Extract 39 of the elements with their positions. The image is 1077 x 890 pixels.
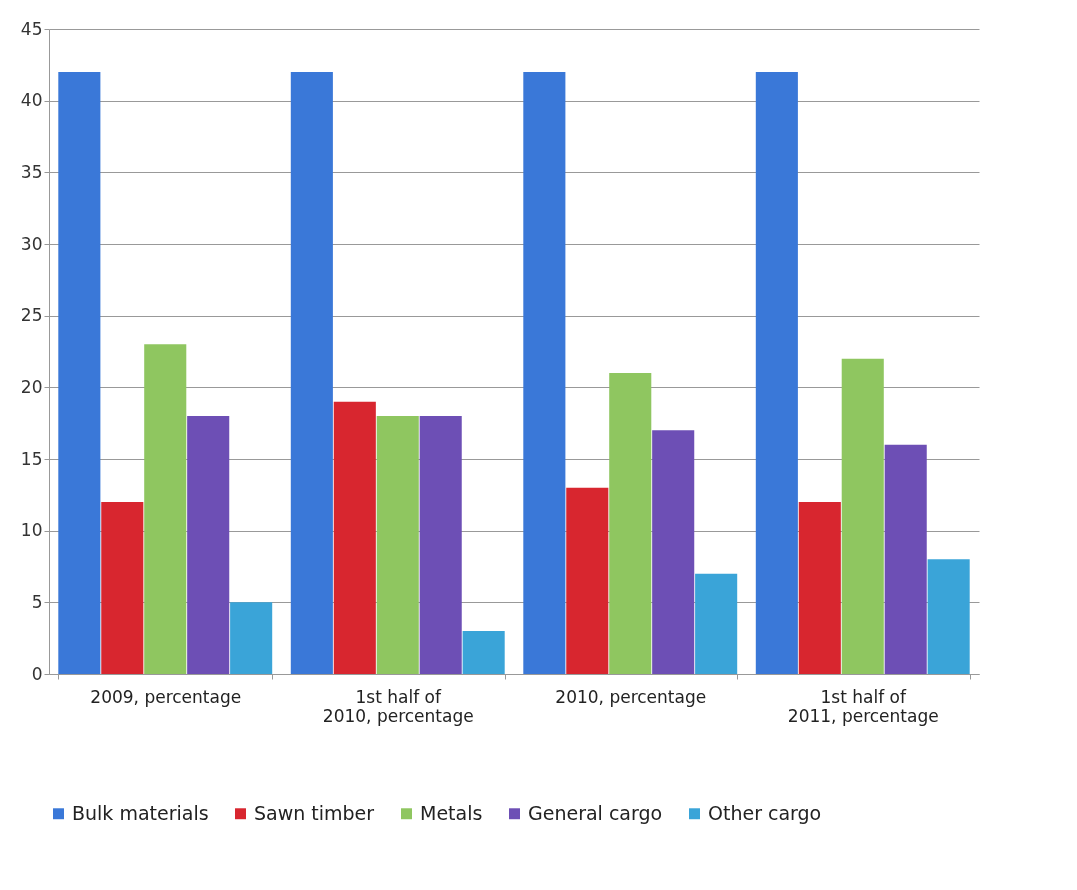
y-tick-label: 25 [20, 305, 43, 326]
bar [652, 430, 695, 674]
y-tick-label: 40 [20, 90, 43, 111]
bar [376, 416, 419, 674]
legend-label: General cargo [528, 801, 663, 824]
bar [419, 416, 462, 674]
legend-label: Other cargo [708, 801, 822, 824]
bar [798, 502, 841, 674]
bar [884, 444, 927, 674]
bar [566, 487, 609, 674]
y-tick-label: 15 [20, 448, 43, 469]
bar [333, 401, 376, 674]
x-tick-label: 2009, percentage [90, 686, 242, 707]
bar [755, 72, 798, 674]
y-tick-label: 30 [20, 233, 43, 254]
y-tick-label: 35 [20, 161, 43, 182]
bar [58, 72, 101, 674]
bar [144, 344, 187, 674]
legend-label: Bulk materials [72, 801, 209, 824]
x-tick-label: 1st half of 2010, percentage [322, 686, 474, 726]
bar [290, 72, 333, 674]
bar [523, 72, 566, 674]
legend-label: Metals [420, 801, 483, 824]
y-tick-label: 0 [31, 663, 43, 684]
x-tick-label: 1st half of 2011, percentage [787, 686, 939, 726]
bar [841, 358, 884, 674]
y-tick-label: 45 [20, 18, 43, 39]
y-tick-label: 20 [20, 376, 43, 397]
bar [462, 631, 505, 674]
bar [101, 502, 144, 674]
bar [609, 373, 652, 674]
y-tick-label: 10 [20, 520, 43, 541]
legend-label: Sawn timber [254, 801, 375, 824]
y-tick-label: 5 [31, 591, 43, 612]
x-tick-label: 2010, percentage [555, 686, 707, 707]
bar [695, 573, 738, 674]
bar [927, 559, 970, 674]
bar [230, 602, 273, 674]
bar [187, 416, 230, 674]
